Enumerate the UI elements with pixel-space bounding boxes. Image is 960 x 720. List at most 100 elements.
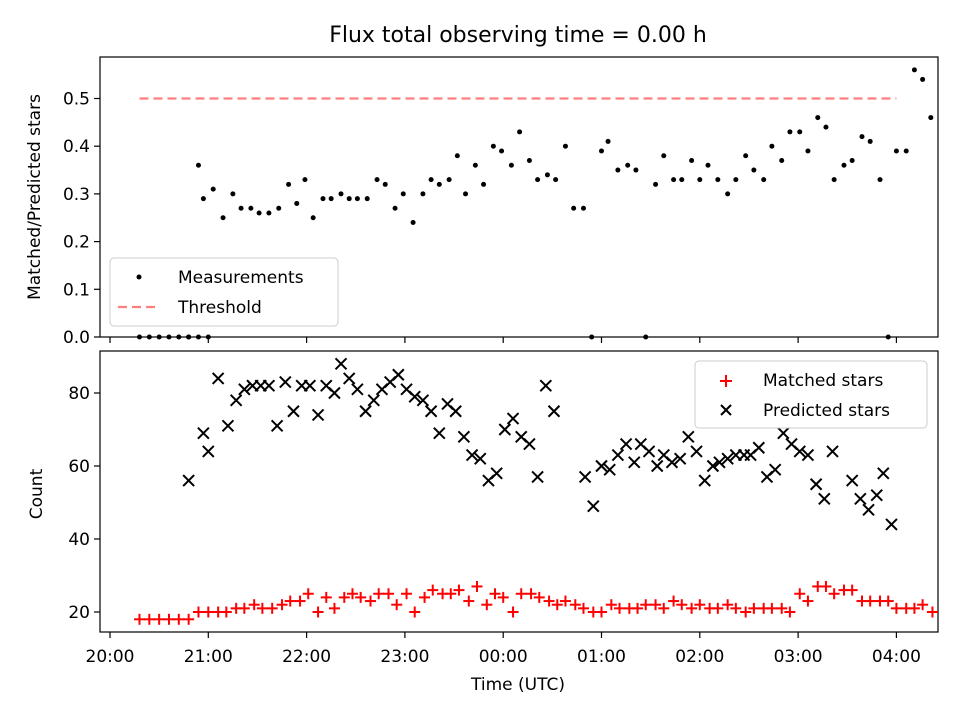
matched-star-point (794, 588, 806, 600)
measurement-point (849, 158, 855, 164)
matched-star-point (364, 595, 376, 607)
measurement-point (877, 177, 883, 183)
measurement-point (779, 158, 785, 164)
matched-star-point (256, 602, 268, 614)
measurement-point (625, 162, 631, 168)
top-y-ticks: 0.0 0.1 0.2 0.3 0.4 0.5 (63, 90, 100, 348)
measurement-point (392, 205, 398, 211)
matched-star-point (525, 588, 537, 600)
predicted-star-point (885, 518, 898, 531)
matched-star-point (453, 584, 465, 596)
predicted-star-point (474, 452, 487, 465)
matched-star-point (320, 591, 332, 603)
matched-star-point (926, 606, 938, 618)
top-legend-box (109, 257, 339, 327)
measurement-point (797, 129, 803, 135)
bottom-x-tick-label: 22:00 (282, 647, 331, 667)
measurement-point (230, 191, 236, 197)
predicted-star-point (342, 372, 356, 385)
bottom-x-tick-label: 02:00 (675, 647, 724, 667)
matched-star-point (294, 595, 306, 607)
measurement-point (885, 334, 891, 340)
measurement-point (256, 210, 262, 216)
predicted-star-point (328, 386, 341, 400)
measurement-point (320, 196, 326, 202)
predicted-star-point (818, 492, 831, 506)
measurement-point (146, 334, 152, 340)
matched-star-point (605, 599, 617, 611)
matched-star-point (173, 613, 185, 625)
measurement-point (400, 191, 406, 197)
matched-star-point (471, 580, 483, 592)
top-legend: Measurements Threshold (109, 257, 339, 327)
predicted-star-point (229, 394, 243, 407)
measurement-point (823, 124, 829, 130)
predicted-star-point (182, 474, 195, 487)
matched-star-point (864, 595, 876, 607)
bottom-x-tick-label: 23:00 (380, 647, 429, 667)
predicted-star-point (698, 474, 711, 487)
matched-star-point (507, 606, 519, 618)
predicted-star-point (334, 357, 348, 371)
predicted-star-point (539, 379, 553, 392)
measurement-point (599, 148, 604, 154)
matched-star-point (820, 580, 832, 592)
matched-star-point (722, 599, 734, 611)
matched-star-point (882, 595, 894, 607)
matched-star-point (686, 602, 698, 614)
predicted-star-point (706, 459, 720, 473)
measurement-point (671, 177, 677, 183)
predicted-star-point (826, 445, 839, 458)
measurement-point (787, 129, 793, 135)
matched-star-point (419, 591, 431, 603)
matched-star-point (427, 584, 439, 596)
predicted-star-point (211, 372, 225, 385)
measurement-point (286, 181, 292, 187)
measurement-point (725, 191, 731, 197)
top-y-tick-label: 0.5 (63, 90, 90, 110)
predicted-star-point (465, 448, 479, 462)
measurement-point (553, 177, 559, 183)
predicted-star-point (777, 426, 790, 440)
predicted-star-point (287, 405, 300, 418)
bottom-x-tick-label: 03:00 (774, 647, 823, 667)
measurement-point (893, 148, 899, 154)
measurement-point (266, 210, 272, 216)
legend-label-measurements: Measurements (178, 268, 304, 288)
predicted-star-point (673, 452, 687, 465)
predicted-star-point (506, 412, 520, 425)
matched-star-point (828, 588, 840, 600)
predicted-star-point (392, 368, 405, 381)
top-y-tick-label: 0.0 (63, 328, 90, 348)
predicted-star-point (619, 437, 633, 451)
measurement-point (769, 143, 775, 149)
measurement-point (535, 177, 541, 183)
measurement-point (562, 143, 568, 149)
matched-star-point (694, 599, 706, 611)
predicted-star-point (547, 405, 561, 418)
measurement-point (446, 177, 452, 183)
predicted-star-point (197, 426, 210, 440)
measurement-point (186, 334, 192, 340)
measurement-point (238, 205, 244, 211)
bottom-y-axis-label: Count (27, 468, 47, 519)
predicted-star-point (523, 437, 536, 451)
matched-star-point (515, 588, 527, 600)
measurement-point (328, 196, 334, 202)
matched-star-point (312, 606, 324, 618)
measurement-point (859, 134, 865, 140)
predicted-star-point (870, 488, 883, 502)
legend-marker-predicted (720, 404, 732, 416)
measurement-point (903, 148, 909, 154)
predicted-star-point (202, 445, 215, 458)
bottom-y-tick-label: 40 (68, 530, 90, 550)
measurement-point (571, 205, 577, 211)
predicted-star-point (303, 379, 317, 392)
measurement-point (689, 158, 695, 164)
matched-star-point (533, 591, 545, 603)
top-y-axis-label: Matched/Predicted stars (25, 94, 45, 300)
predicted-star-point (351, 383, 364, 396)
measurement-point (338, 191, 344, 197)
predicted-star-point (721, 452, 734, 465)
matched-star-point (445, 588, 457, 600)
